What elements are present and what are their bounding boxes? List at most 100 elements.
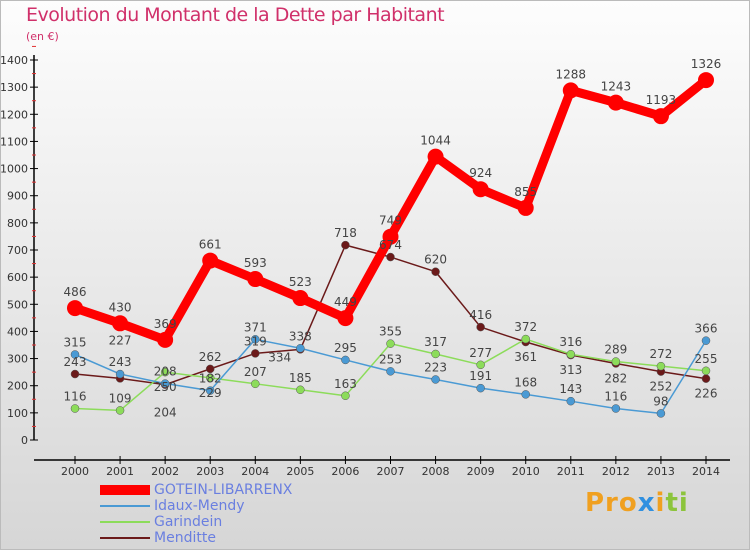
data-label: 223 xyxy=(424,360,447,374)
data-point xyxy=(112,315,129,332)
legend-label: Garindein xyxy=(154,514,223,530)
data-label: 277 xyxy=(469,346,492,360)
data-label: 255 xyxy=(695,352,718,366)
x-tick-label: 2008 xyxy=(422,465,450,478)
data-label: 250 xyxy=(154,380,177,394)
data-label: 369 xyxy=(154,317,177,331)
data-point xyxy=(382,228,399,245)
data-point xyxy=(115,406,125,415)
data-label: 449 xyxy=(334,295,357,309)
data-label: 226 xyxy=(695,387,718,401)
chart-subtitle: (en €) xyxy=(26,30,59,43)
y-tick-label: 1400 xyxy=(0,54,28,67)
data-point xyxy=(656,361,666,371)
data-label: 204 xyxy=(154,406,177,420)
data-label: 855 xyxy=(514,185,537,199)
data-point xyxy=(521,334,530,344)
data-label: 253 xyxy=(379,352,402,366)
data-point xyxy=(566,396,576,406)
x-tick-label: 2001 xyxy=(106,465,134,478)
y-tick-label: 700 xyxy=(7,244,28,257)
data-label: 366 xyxy=(695,322,718,336)
data-label: 620 xyxy=(424,253,447,267)
data-point xyxy=(472,181,489,198)
x-tick-label: 2002 xyxy=(151,465,179,478)
y-tick-label: 1300 xyxy=(0,81,28,94)
data-point xyxy=(337,310,354,327)
x-tick-label: 2003 xyxy=(196,465,224,478)
y-tick-label: 1000 xyxy=(0,163,28,176)
data-label: 191 xyxy=(469,369,492,383)
data-point xyxy=(476,322,485,332)
data-label: 1326 xyxy=(691,57,722,71)
data-label: 924 xyxy=(469,166,492,180)
data-point xyxy=(476,383,485,393)
data-point xyxy=(698,72,714,89)
data-point xyxy=(205,364,215,374)
y-tick-label: 300 xyxy=(7,353,28,366)
chart-title: Evolution du Montant de la Dette par Hab… xyxy=(26,4,445,26)
data-label: 289 xyxy=(604,343,627,357)
y-tick-label: 1100 xyxy=(0,135,28,148)
legend-label: Idaux-Mendy xyxy=(154,498,245,514)
legend-swatch xyxy=(100,485,150,495)
data-label: 355 xyxy=(379,325,402,339)
data-point xyxy=(652,108,669,125)
data-label: 661 xyxy=(199,238,222,252)
data-point xyxy=(341,391,350,401)
data-point xyxy=(607,94,624,111)
data-point xyxy=(701,374,711,383)
legend-label: Menditte xyxy=(154,530,216,546)
legend-item: Menditte xyxy=(100,530,216,546)
data-point xyxy=(70,350,80,359)
data-label: 243 xyxy=(109,355,132,369)
y-tick-label: 200 xyxy=(7,380,28,393)
data-point xyxy=(517,199,534,216)
data-label: 1044 xyxy=(420,134,451,148)
proxiti-logo: Proxiti xyxy=(585,488,689,518)
y-tick-label: 600 xyxy=(7,271,28,284)
data-point xyxy=(70,404,80,413)
data-point xyxy=(611,357,621,366)
data-label: 168 xyxy=(514,375,537,389)
data-label: 207 xyxy=(244,365,267,379)
legend-swatch xyxy=(100,537,150,539)
data-label: 272 xyxy=(649,347,672,361)
legend-item: Idaux-Mendy xyxy=(100,498,245,514)
data-point xyxy=(205,373,215,383)
data-label: 262 xyxy=(199,350,222,364)
data-label: 295 xyxy=(334,341,357,355)
data-point xyxy=(296,385,305,395)
x-tick-label: 2006 xyxy=(331,465,359,478)
data-label: 1288 xyxy=(556,67,587,81)
data-label: 315 xyxy=(64,336,87,350)
data-point xyxy=(701,336,711,345)
series-line-gotein-libarrenx xyxy=(73,76,709,345)
data-point xyxy=(701,366,711,376)
data-label: 116 xyxy=(604,390,627,404)
data-point xyxy=(157,331,174,348)
data-label: 371 xyxy=(244,320,267,334)
data-label: 338 xyxy=(289,329,312,343)
data-label: 317 xyxy=(424,335,447,349)
data-label: 674 xyxy=(379,238,402,252)
data-label: 98 xyxy=(653,394,668,408)
data-point xyxy=(251,335,260,344)
data-point xyxy=(431,349,440,359)
data-label: 334 xyxy=(268,350,291,364)
data-label: 182 xyxy=(199,372,222,386)
data-point xyxy=(476,360,485,370)
data-label: 361 xyxy=(514,350,537,364)
data-label: 252 xyxy=(649,380,672,394)
data-label: 372 xyxy=(514,320,537,334)
data-point xyxy=(202,252,219,269)
data-point xyxy=(386,367,395,376)
data-label: 163 xyxy=(334,377,357,391)
data-point xyxy=(160,379,170,388)
data-point xyxy=(67,300,83,317)
data-label: 243 xyxy=(64,355,87,369)
data-point xyxy=(70,369,80,379)
data-point xyxy=(431,267,440,276)
data-label: 185 xyxy=(289,371,312,385)
